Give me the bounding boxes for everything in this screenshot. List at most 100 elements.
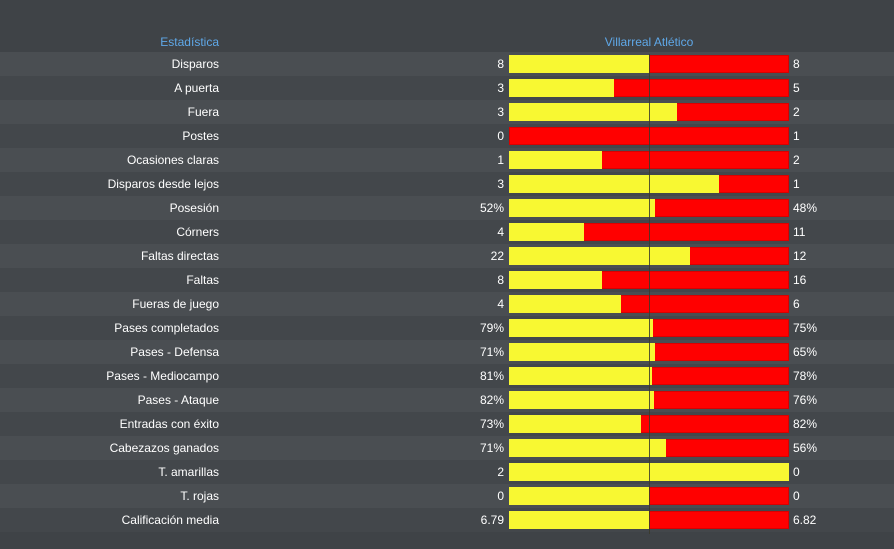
home-value: 2 bbox=[497, 465, 504, 479]
home-bar-fill bbox=[509, 103, 677, 121]
home-value: 6.79 bbox=[480, 513, 504, 527]
stat-label: Pases - Defensa bbox=[130, 345, 219, 359]
home-value: 3 bbox=[497, 105, 504, 119]
home-value: 52% bbox=[479, 201, 504, 215]
home-value: 22 bbox=[490, 249, 504, 263]
home-bar-fill bbox=[509, 79, 614, 97]
home-bar-fill bbox=[509, 487, 649, 505]
home-value: 0 bbox=[497, 129, 504, 143]
stats-table: Disparos 8 8 A puerta 3 5 Fuera 3 2 Postes 0 1 Ocasi… bbox=[0, 52, 894, 532]
away-value: 8 bbox=[793, 57, 800, 71]
home-value: 71% bbox=[479, 441, 504, 455]
home-bar-fill bbox=[509, 343, 656, 361]
stat-label: Cabezazos ganados bbox=[109, 441, 219, 455]
stat-label: Pases - Ataque bbox=[137, 393, 219, 407]
stat-row: Entradas con éxito 73% 82% bbox=[0, 412, 894, 436]
home-value: 82% bbox=[479, 393, 504, 407]
stat-label: Calificación media bbox=[121, 513, 219, 527]
away-value: 0 bbox=[793, 489, 800, 503]
column-header-teams[interactable]: Villarreal Atlético bbox=[604, 35, 694, 49]
stat-label: Faltas directas bbox=[140, 249, 219, 263]
top-bar bbox=[0, 0, 894, 30]
home-bar-fill bbox=[509, 175, 719, 193]
stat-row: Disparos 8 8 bbox=[0, 52, 894, 76]
stat-row: Pases - Defensa 71% 65% bbox=[0, 340, 894, 364]
stat-label: Pases - Mediocampo bbox=[106, 369, 219, 383]
stat-row: T. rojas 0 0 bbox=[0, 484, 894, 508]
home-value: 4 bbox=[497, 225, 504, 239]
stat-row: Disparos desde lejos 3 1 bbox=[0, 172, 894, 196]
away-value: 5 bbox=[793, 81, 800, 95]
stat-row: Calificación media 6.79 6.82 bbox=[0, 508, 894, 532]
stat-label: T. amarillas bbox=[158, 465, 219, 479]
stat-label: Fuera bbox=[187, 105, 219, 119]
stat-label: Pases completados bbox=[114, 321, 219, 335]
stat-label: Postes bbox=[182, 129, 219, 143]
stat-label: Entradas con éxito bbox=[119, 417, 219, 431]
home-bar-fill bbox=[509, 223, 584, 241]
home-value: 8 bbox=[497, 273, 504, 287]
stat-row: Córners 4 11 bbox=[0, 220, 894, 244]
stat-row: Faltas 8 16 bbox=[0, 268, 894, 292]
home-bar-fill bbox=[509, 415, 641, 433]
bar-center-line bbox=[649, 54, 650, 534]
away-value: 76% bbox=[793, 393, 818, 407]
away-value: 2 bbox=[793, 105, 800, 119]
home-value: 79% bbox=[479, 321, 504, 335]
home-value: 73% bbox=[479, 417, 504, 431]
home-bar-fill bbox=[509, 199, 655, 217]
stat-row: Pases - Ataque 82% 76% bbox=[0, 388, 894, 412]
stat-label: T. rojas bbox=[180, 489, 219, 503]
home-bar-fill bbox=[509, 319, 653, 337]
home-value: 81% bbox=[479, 369, 504, 383]
away-value: 6 bbox=[793, 297, 800, 311]
home-bar-fill bbox=[509, 391, 655, 409]
stat-label: A puerta bbox=[174, 81, 219, 95]
away-value: 1 bbox=[793, 177, 800, 191]
away-value: 78% bbox=[793, 369, 818, 383]
stat-row: Cabezazos ganados 71% 56% bbox=[0, 436, 894, 460]
stat-label: Córners bbox=[176, 225, 219, 239]
away-value: 75% bbox=[793, 321, 818, 335]
home-value: 4 bbox=[497, 297, 504, 311]
stat-label: Faltas bbox=[186, 273, 219, 287]
stat-label: Disparos desde lejos bbox=[107, 177, 219, 191]
stat-label: Posesión bbox=[169, 201, 219, 215]
stat-label: Disparos bbox=[171, 57, 219, 71]
stat-row: A puerta 3 5 bbox=[0, 76, 894, 100]
away-value: 6.82 bbox=[793, 513, 817, 527]
home-value: 1 bbox=[497, 153, 504, 167]
stat-row: Postes 0 1 bbox=[0, 124, 894, 148]
home-bar-fill bbox=[509, 271, 603, 289]
away-value: 2 bbox=[793, 153, 800, 167]
home-value: 3 bbox=[497, 81, 504, 95]
stat-row: Fuera 3 2 bbox=[0, 100, 894, 124]
home-bar-fill bbox=[509, 55, 649, 73]
away-value: 48% bbox=[793, 201, 818, 215]
away-value: 0 bbox=[793, 465, 800, 479]
home-value: 0 bbox=[497, 489, 504, 503]
stat-row: Posesión 52% 48% bbox=[0, 196, 894, 220]
stat-row: Fueras de juego 4 6 bbox=[0, 292, 894, 316]
away-value: 12 bbox=[793, 249, 807, 263]
away-value: 65% bbox=[793, 345, 818, 359]
home-value: 8 bbox=[497, 57, 504, 71]
home-bar-fill bbox=[509, 367, 652, 385]
stat-row: Pases completados 79% 75% bbox=[0, 316, 894, 340]
home-bar-fill bbox=[509, 151, 603, 169]
stat-row: Ocasiones claras 1 2 bbox=[0, 148, 894, 172]
home-bar-fill bbox=[509, 511, 649, 529]
away-value: 16 bbox=[793, 273, 807, 287]
stat-row: T. amarillas 2 0 bbox=[0, 460, 894, 484]
home-value: 71% bbox=[479, 345, 504, 359]
home-value: 3 bbox=[497, 177, 504, 191]
away-value: 1 bbox=[793, 129, 800, 143]
away-value: 11 bbox=[793, 225, 806, 239]
column-header-stat[interactable]: Estadística bbox=[160, 35, 219, 49]
stat-row: Pases - Mediocampo 81% 78% bbox=[0, 364, 894, 388]
home-bar-fill bbox=[509, 247, 691, 265]
comparison-bar bbox=[509, 319, 789, 337]
away-value: 82% bbox=[793, 417, 818, 431]
stats-header: Estadística Villarreal Atlético bbox=[0, 30, 894, 52]
stat-row: Faltas directas 22 12 bbox=[0, 244, 894, 268]
